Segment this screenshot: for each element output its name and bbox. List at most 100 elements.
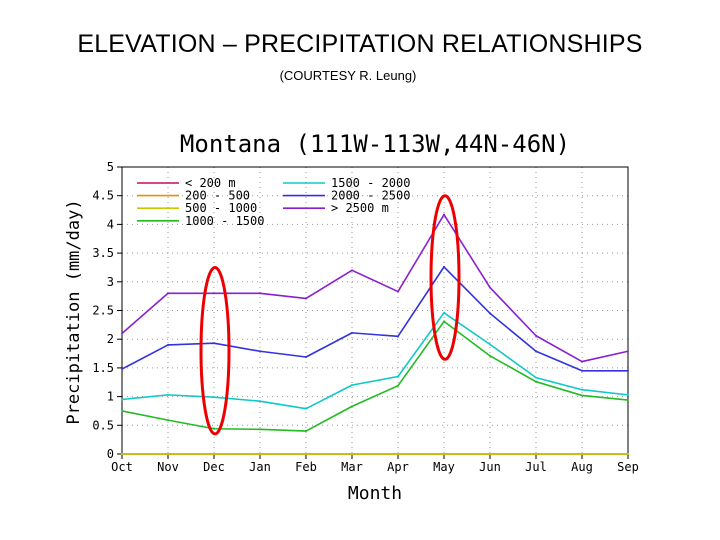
- series-point: [259, 428, 261, 431]
- series-point: [305, 430, 307, 433]
- annotation-layer: [199, 194, 461, 436]
- series-point: [305, 453, 307, 455]
- series-point: [351, 384, 353, 387]
- x-tick-label: Mar: [341, 460, 363, 474]
- x-tick-label: Feb: [295, 460, 317, 474]
- series-point: [627, 399, 629, 402]
- series-point: [627, 453, 629, 455]
- y-axis-label: Precipitation (mm/day): [64, 199, 84, 424]
- series-line-3: [121, 320, 629, 432]
- y-tick-label: 2.5: [92, 304, 114, 318]
- series-point: [213, 292, 215, 295]
- series-point: [489, 453, 491, 455]
- legend-label: < 200 m: [185, 176, 236, 190]
- legend-label: 200 - 500: [185, 189, 250, 203]
- y-tick-label: 4: [107, 217, 114, 231]
- series-point: [535, 350, 537, 353]
- series-point: [351, 331, 353, 334]
- legend-label: 500 - 1000: [185, 201, 257, 215]
- series-point: [397, 375, 399, 378]
- series-point: [213, 453, 215, 455]
- series-point: [167, 419, 169, 422]
- series-point: [581, 394, 583, 397]
- x-tick-label: Apr: [387, 460, 409, 474]
- series-point: [351, 453, 353, 455]
- series-point: [535, 380, 537, 383]
- series-point: [213, 396, 215, 399]
- x-tick-label: Jan: [249, 460, 271, 474]
- x-tick-label: Jun: [479, 460, 501, 474]
- y-tick-label: 0: [107, 447, 114, 461]
- series-layer: [121, 213, 629, 455]
- series-point: [489, 286, 491, 289]
- legend-label: 1500 - 2000: [331, 176, 410, 190]
- slide-subtitle: (COURTESY R. Leung): [279, 68, 417, 83]
- x-tick-label: Nov: [157, 460, 179, 474]
- series-point: [259, 292, 261, 295]
- series-point: [121, 409, 123, 412]
- series-point: [121, 332, 123, 335]
- slide-title: ELEVATION – PRECIPITATION RELATIONSHIPS: [77, 30, 643, 58]
- series-point: [489, 343, 491, 346]
- series-point: [167, 453, 169, 455]
- series-point: [443, 213, 445, 216]
- series-line-4: [121, 311, 629, 410]
- y-tick-label: 1: [107, 390, 114, 404]
- series-point: [305, 297, 307, 300]
- series-point: [305, 407, 307, 410]
- series-point: [397, 290, 399, 293]
- series-point: [397, 384, 399, 387]
- y-tick-label: 3.5: [92, 246, 114, 260]
- series-point: [443, 311, 445, 314]
- series-point: [535, 453, 537, 455]
- series-point: [443, 265, 445, 268]
- series-point: [489, 354, 491, 357]
- chart-title: Montana (111W-113W,44N-46N): [180, 130, 570, 158]
- series-point: [121, 398, 123, 401]
- series-point: [627, 393, 629, 396]
- series-point: [627, 369, 629, 372]
- series-point: [627, 350, 629, 353]
- y-tick-label: 2: [107, 332, 114, 346]
- x-tick-label: Oct: [111, 460, 133, 474]
- y-tick-label: 4.5: [92, 189, 114, 203]
- x-tick-label: Dec: [203, 460, 225, 474]
- series-point: [167, 393, 169, 396]
- series-point: [535, 334, 537, 337]
- series-point: [397, 335, 399, 338]
- x-tick-label: Sep: [617, 460, 639, 474]
- y-tick-label: 3: [107, 275, 114, 289]
- axis-layer: Oct Nov Dec Jan Feb Mar Apr May Jun Jul Aug Sep 0 0.5…: [92, 160, 639, 474]
- legend-label: 1000 - 1500: [185, 214, 264, 228]
- series-point: [351, 269, 353, 272]
- highlight-ellipse-may: [429, 194, 461, 361]
- series-line-5: [121, 266, 628, 372]
- series-point: [581, 360, 583, 363]
- series-point: [581, 453, 583, 455]
- series-point: [581, 388, 583, 391]
- series-point: [443, 453, 445, 455]
- series-point: [535, 376, 537, 379]
- series-point: [213, 427, 215, 430]
- y-tick-label: 0.5: [92, 418, 114, 432]
- series-point: [213, 342, 215, 345]
- series-point: [443, 320, 445, 323]
- series-point: [167, 343, 169, 346]
- y-tick-label: 5: [107, 160, 114, 174]
- legend-label: 2000 - 2500: [331, 189, 410, 203]
- x-tick-label: May: [433, 460, 455, 474]
- y-tick-label: 1.5: [92, 361, 114, 375]
- series-point: [305, 355, 307, 358]
- series-point: [259, 350, 261, 353]
- x-axis-label: Month: [348, 483, 402, 504]
- series-point: [121, 453, 123, 455]
- series-point: [121, 368, 123, 371]
- legend-label: > 2500 m: [331, 201, 389, 215]
- highlight-ellipse-dec: [199, 265, 231, 436]
- series-point: [259, 400, 261, 403]
- series-point: [167, 292, 169, 295]
- x-tick-label: Aug: [571, 460, 593, 474]
- x-tick-label: Jul: [525, 460, 547, 474]
